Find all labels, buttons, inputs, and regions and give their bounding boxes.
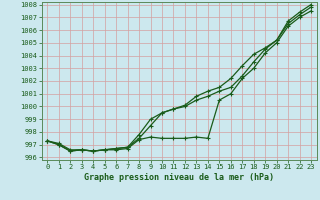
X-axis label: Graphe pression niveau de la mer (hPa): Graphe pression niveau de la mer (hPa)	[84, 173, 274, 182]
